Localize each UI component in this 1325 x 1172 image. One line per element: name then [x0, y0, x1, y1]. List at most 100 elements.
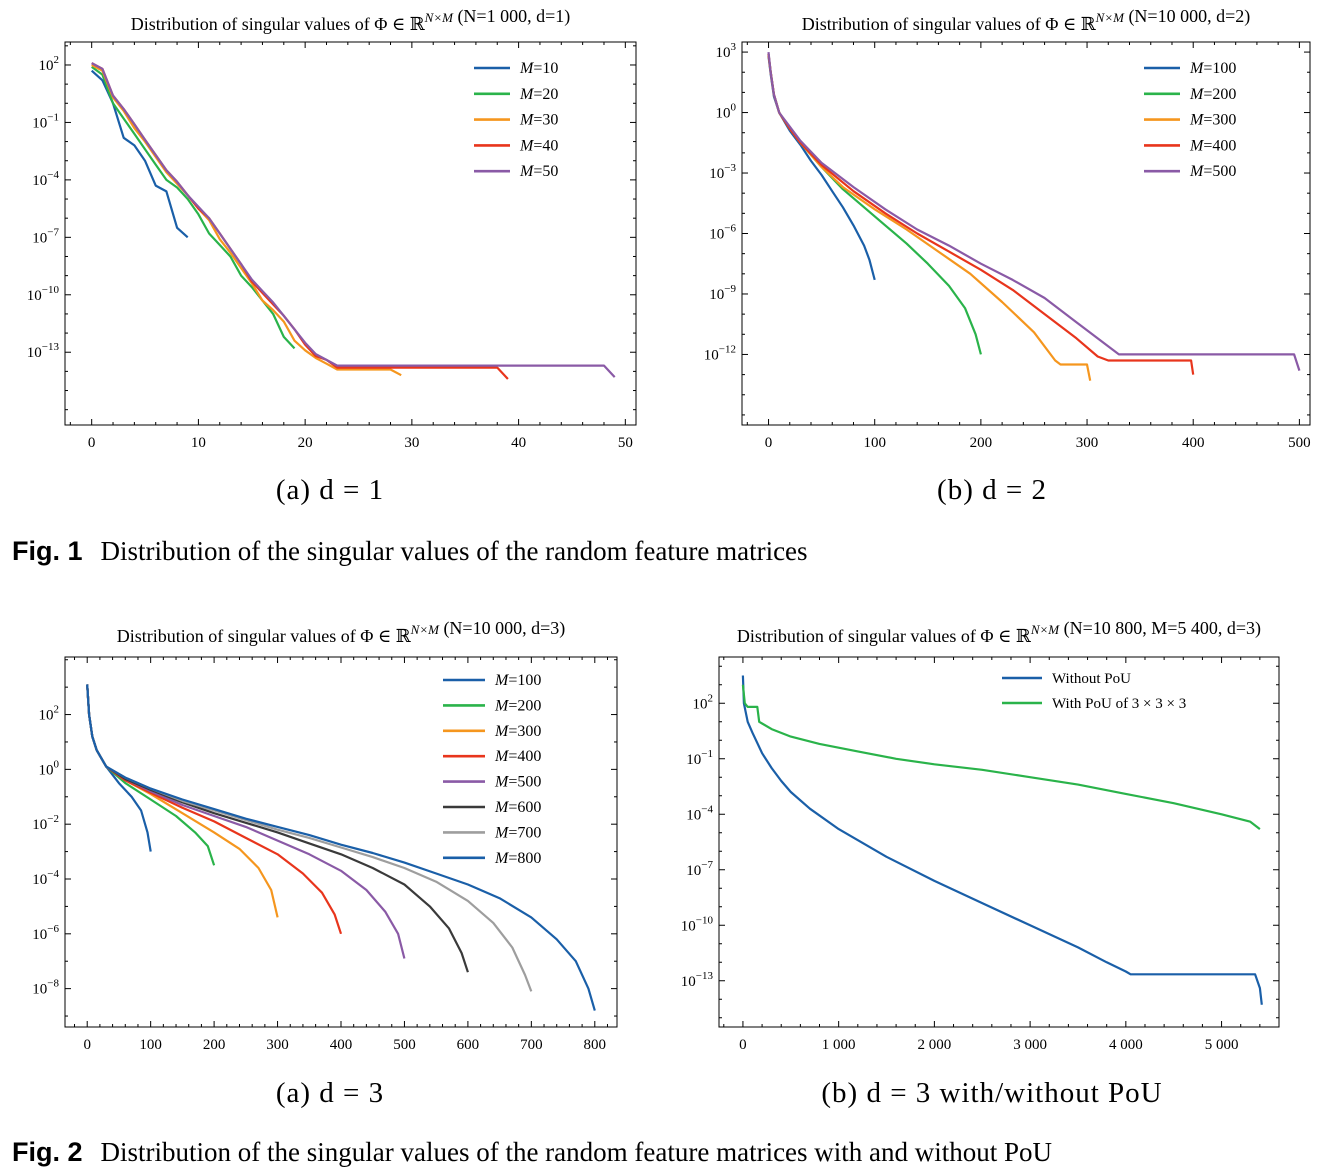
x-tick-label: 0: [739, 1037, 747, 1053]
series-line: [741, 684, 1261, 830]
x-tick-label: 500: [1288, 435, 1311, 451]
x-tick-label: 5 000: [1205, 1037, 1239, 1053]
x-tick-label: 0: [88, 435, 96, 451]
chart-fig1a-svg: Distribution of singular values of Φ ∈ ℝ…: [27, 6, 637, 451]
y-tick-label: 10−10: [27, 284, 60, 304]
chart-fig1b-svg: Distribution of singular values of Φ ∈ ℝ…: [704, 6, 1311, 451]
plot-frame: [64, 41, 637, 426]
x-tick-label: 10: [191, 435, 206, 451]
figure2-caption-text: Distribution of the singular values of t…: [100, 1137, 1053, 1167]
x-tick-label: 4 000: [1109, 1037, 1143, 1053]
x-tick-label: 800: [584, 1037, 607, 1053]
chart-title: Distribution of singular values of Φ ∈ ℝ…: [117, 618, 565, 646]
y-tick-label: 100: [39, 758, 60, 778]
y-tick-label: 10−7: [32, 226, 59, 246]
series-line: [767, 53, 1195, 375]
x-tick-label: 3 000: [1013, 1037, 1047, 1053]
legend-label: M=400: [494, 748, 541, 765]
x-tick-label: 0: [765, 435, 773, 451]
chart-fig2b-svg: Distribution of singular values of Φ ∈ ℝ…: [681, 618, 1280, 1053]
legend-label: M=10: [519, 60, 558, 77]
series-line: [86, 684, 152, 852]
series-line: [91, 62, 509, 380]
x-tick-label: 40: [511, 435, 526, 451]
x-tick-label: 100: [863, 435, 886, 451]
x-tick-label: 1 000: [822, 1037, 856, 1053]
y-tick-label: 10−1: [32, 111, 59, 131]
series-line: [86, 684, 596, 1011]
chart-title: Distribution of singular values of Φ ∈ ℝ…: [802, 6, 1250, 34]
chart-title: Distribution of singular values of Φ ∈ ℝ…: [131, 6, 570, 34]
y-tick-label: 10−1: [686, 748, 713, 768]
figure1-label: Fig. 1: [12, 536, 83, 566]
figure1-caption-text: Distribution of the singular values of t…: [100, 536, 808, 566]
x-tick-label: 200: [970, 435, 993, 451]
subcaption-fig1b: (b) d = 2: [937, 474, 1047, 506]
figure2-label: Fig. 2: [12, 1137, 83, 1167]
y-tick-label: 10−4: [686, 803, 713, 823]
x-tick-label: 0: [83, 1037, 91, 1053]
series-line: [767, 51, 1301, 371]
series-line: [91, 62, 616, 378]
legend-label: M=600: [494, 799, 541, 816]
x-tick-label: 600: [457, 1037, 480, 1053]
x-tick-label: 400: [330, 1037, 353, 1053]
figure2-caption: Fig. 2 Distribution of the singular value…: [12, 1137, 1052, 1168]
series-line: [90, 69, 189, 239]
y-tick-label: 10−3: [709, 162, 736, 182]
legend-label: M=200: [494, 697, 541, 714]
y-tick-label: 10−6: [709, 223, 736, 243]
y-tick-label: 102: [693, 692, 714, 712]
y-tick-label: 10−10: [681, 914, 714, 934]
legend-label: M=20: [519, 86, 558, 103]
chart-fig1a: Distribution of singular values of Φ ∈ ℝ…: [0, 0, 662, 470]
y-tick-label: 10−4: [32, 868, 59, 888]
subcaption-fig1a: (a) d = 1: [275, 474, 385, 506]
y-tick-label: 100: [716, 102, 737, 122]
legend-label: M=30: [519, 112, 558, 129]
y-tick-label: 10−7: [686, 859, 713, 879]
figure1-caption: Fig. 1 Distribution of the singular value…: [12, 536, 808, 567]
legend-label: M=100: [494, 672, 541, 689]
y-tick-label: 10−9: [709, 283, 736, 303]
series-line: [767, 53, 1092, 381]
y-tick-label: 10−13: [681, 970, 714, 990]
y-tick-label: 102: [39, 54, 60, 74]
y-tick-label: 102: [39, 704, 60, 724]
chart-title: Distribution of singular values of Φ ∈ ℝ…: [737, 618, 1261, 646]
legend-label: M=700: [494, 824, 541, 841]
legend-label: M=400: [1189, 137, 1236, 154]
legend-label: M=500: [494, 774, 541, 791]
series-line: [767, 53, 982, 355]
series-line: [86, 684, 216, 866]
legend-label: M=100: [1189, 60, 1236, 77]
legend-label: M=200: [1189, 86, 1236, 103]
chart-fig2a: Distribution of singular values of Φ ∈ ℝ…: [0, 612, 662, 1072]
x-tick-label: 20: [298, 435, 313, 451]
series-line: [91, 64, 402, 377]
y-tick-label: 10−8: [32, 978, 59, 998]
subcaption-fig2a: (a) d = 3: [275, 1077, 385, 1109]
chart-fig2b: Distribution of singular values of Φ ∈ ℝ…: [662, 612, 1325, 1072]
x-tick-label: 300: [266, 1037, 289, 1053]
x-tick-label: 50: [618, 435, 633, 451]
legend-label: M=500: [1189, 163, 1236, 180]
x-tick-label: 400: [1182, 435, 1205, 451]
legend-label: With PoU of 3 × 3 × 3: [1052, 696, 1186, 712]
series-line: [86, 684, 469, 973]
x-tick-label: 700: [520, 1037, 543, 1053]
legend-label: M=800: [494, 850, 541, 867]
legend-label: M=50: [519, 163, 558, 180]
y-tick-label: 10−2: [32, 813, 59, 833]
chart-fig2a-svg: Distribution of singular values of Φ ∈ ℝ…: [32, 618, 618, 1053]
series-line: [741, 675, 1263, 1005]
legend-label: Without PoU: [1052, 671, 1131, 687]
y-tick-label: 10−13: [27, 341, 60, 361]
subcaption-fig2b: (b) d = 3 with/without PoU: [821, 1077, 1163, 1109]
legend-label: M=300: [1189, 112, 1236, 129]
series-line: [86, 684, 406, 959]
y-tick-label: 10−4: [32, 169, 59, 189]
chart-fig1b: Distribution of singular values of Φ ∈ ℝ…: [662, 0, 1325, 470]
x-tick-label: 500: [393, 1037, 416, 1053]
x-tick-label: 30: [404, 435, 419, 451]
